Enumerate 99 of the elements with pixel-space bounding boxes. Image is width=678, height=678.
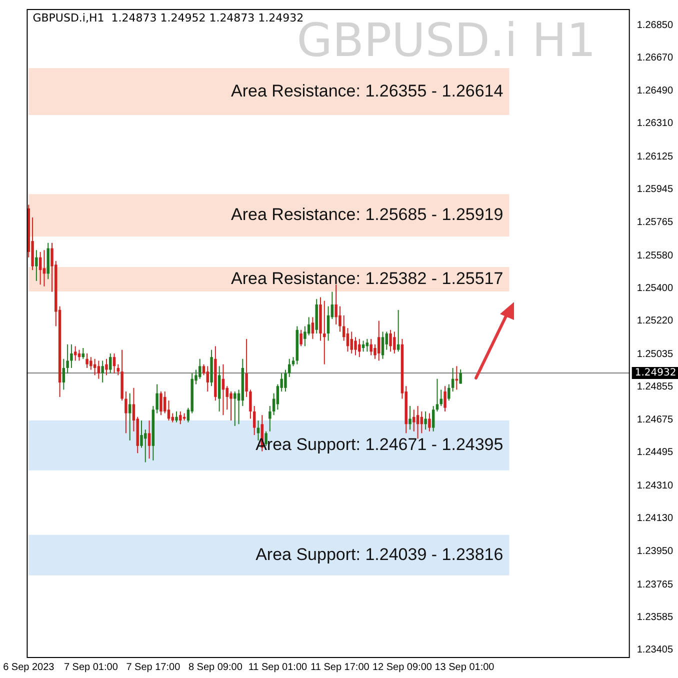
y-tick-label: 1.23405 [636, 644, 674, 656]
y-tick-label: 1.25765 [636, 216, 674, 228]
band-label: Area Support: 1.24039 - 1.23816 [256, 544, 504, 564]
candlestick [424, 410, 427, 430]
candlestick [35, 250, 38, 282]
candlestick [90, 356, 92, 370]
candlestick [432, 406, 435, 432]
candlestick [459, 368, 462, 384]
x-tick-label: 11 Sep 17:00 [310, 662, 370, 673]
annotation: GBPUSD.i,H1 1.24873 1.24952 1.24873 1.24932 [32, 11, 304, 24]
candlestick [416, 406, 420, 440]
candlestick [109, 352, 112, 374]
candlestick [112, 352, 116, 374]
candlestick [74, 346, 77, 362]
y-tick-label: 1.25945 [636, 184, 674, 196]
ref-line-label: 1.24932 [634, 368, 676, 379]
candlestick [179, 410, 182, 425]
candlestick [444, 386, 446, 412]
x-tick-label: 13 Sep 01:00 [434, 662, 495, 673]
candlestick [206, 366, 210, 392]
x-tick-label: 7 Sep 01:00 [64, 662, 118, 673]
candlestick [381, 331, 384, 360]
candlestick [144, 429, 147, 463]
candlestick [300, 329, 302, 347]
candlestick [167, 400, 170, 422]
candlestick [148, 420, 151, 460]
candlestick [370, 338, 372, 356]
y-tick-label: 1.26490 [636, 85, 674, 96]
candlestick [408, 406, 412, 430]
candlestick [160, 391, 162, 416]
candlestick [175, 410, 178, 423]
candlestick [66, 344, 69, 374]
candlestick [105, 358, 108, 376]
candlestick [268, 406, 272, 432]
candlestick [311, 316, 314, 340]
candlestick [354, 336, 357, 356]
y-tick-label: 1.26125 [636, 151, 674, 162]
candlestick [334, 284, 338, 325]
candlestick [140, 420, 143, 448]
x-tick-label: 12 Sep 09:00 [372, 662, 432, 673]
y-tick-label: 1.25220 [636, 316, 674, 327]
candlestick [292, 356, 295, 367]
y-tick-label: 1.26310 [636, 118, 674, 129]
candlestick [234, 391, 236, 426]
candlestick [62, 358, 66, 390]
candlestick [451, 367, 454, 392]
y-tick-label: 1.23765 [636, 579, 674, 590]
y-tick-label: 1.24310 [636, 480, 674, 492]
candlestick [230, 391, 232, 422]
x-tick-label: 7 Sep 17:00 [126, 662, 181, 673]
band-label: Area Resistance: 1.25685 - 1.25919 [231, 204, 504, 224]
y-tick-label: 1.25400 [636, 282, 674, 294]
candlestick [249, 389, 252, 420]
candlestick [346, 328, 350, 352]
y-tick-label: 1.24130 [636, 513, 674, 524]
candlestick [428, 412, 431, 432]
band-label: Area Resistance: 1.26355 - 1.26614 [231, 81, 504, 100]
candlestick [412, 409, 416, 432]
candlestick [393, 331, 396, 354]
candlestick [288, 358, 291, 378]
candlestick [307, 316, 310, 336]
candlestick [38, 251, 42, 286]
candlestick [198, 358, 202, 380]
y-tick-label: 1.26670 [636, 52, 674, 64]
y-tick-label: 1.26850 [636, 20, 674, 32]
candlestick [86, 352, 88, 368]
candlestick [124, 391, 128, 434]
y-tick-label: 1.25580 [636, 250, 674, 262]
candlestick [97, 360, 100, 380]
candlestick [78, 349, 81, 362]
x-tick-label: 8 Sep 09:00 [188, 662, 243, 673]
candlestick [284, 369, 287, 392]
candlestick [326, 306, 330, 342]
candlestick [156, 384, 158, 414]
candlestick [378, 320, 380, 362]
candlestick [218, 366, 221, 412]
x-tick-label: 6 Sep 2023 [3, 662, 55, 673]
candlestick [396, 309, 400, 352]
y-tick-label: 1.23950 [636, 546, 674, 557]
x-tick-label: 11 Sep 01:00 [248, 662, 308, 673]
candlestick [101, 360, 104, 383]
candlestick [245, 338, 248, 398]
y-tick-label: 1.24495 [636, 446, 674, 458]
y-tick-label: 1.24855 [636, 382, 674, 393]
candlestick [350, 331, 353, 354]
candlestick [252, 406, 256, 436]
candlestick [42, 250, 46, 287]
candlestick [70, 344, 73, 368]
candlestick [358, 338, 361, 358]
candlestick [448, 384, 450, 402]
candlestick [304, 326, 306, 347]
candlestick [338, 306, 342, 332]
candlestick [128, 392, 132, 441]
band-label: Area Resistance: 1.25382 - 1.25517 [231, 268, 504, 288]
y-tick-label: 1.23585 [636, 612, 674, 623]
y-tick-label: 1.25035 [636, 349, 674, 360]
candlestick [389, 329, 392, 352]
y-tick-label: 1.24675 [636, 414, 674, 426]
candlestick [436, 378, 439, 412]
